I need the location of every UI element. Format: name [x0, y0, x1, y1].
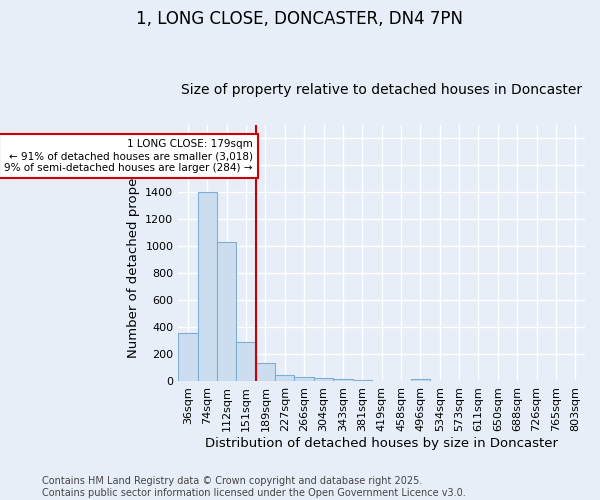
- Title: Size of property relative to detached houses in Doncaster: Size of property relative to detached ho…: [181, 83, 582, 97]
- Bar: [236, 342, 256, 382]
- Bar: [178, 333, 197, 382]
- Bar: [275, 376, 295, 382]
- Bar: [197, 192, 217, 382]
- Y-axis label: Number of detached properties: Number of detached properties: [127, 148, 140, 358]
- Bar: [353, 380, 372, 382]
- X-axis label: Distribution of detached houses by size in Doncaster: Distribution of detached houses by size …: [205, 437, 558, 450]
- Bar: [295, 376, 314, 382]
- Bar: [333, 380, 353, 382]
- Text: 1 LONG CLOSE: 179sqm
← 91% of detached houses are smaller (3,018)
9% of semi-det: 1 LONG CLOSE: 179sqm ← 91% of detached h…: [4, 140, 253, 172]
- Bar: [217, 242, 236, 382]
- Bar: [314, 378, 333, 382]
- Text: 1, LONG CLOSE, DONCASTER, DN4 7PN: 1, LONG CLOSE, DONCASTER, DN4 7PN: [137, 10, 464, 28]
- Bar: [410, 380, 430, 382]
- Bar: [256, 363, 275, 382]
- Text: Contains HM Land Registry data © Crown copyright and database right 2025.
Contai: Contains HM Land Registry data © Crown c…: [42, 476, 466, 498]
